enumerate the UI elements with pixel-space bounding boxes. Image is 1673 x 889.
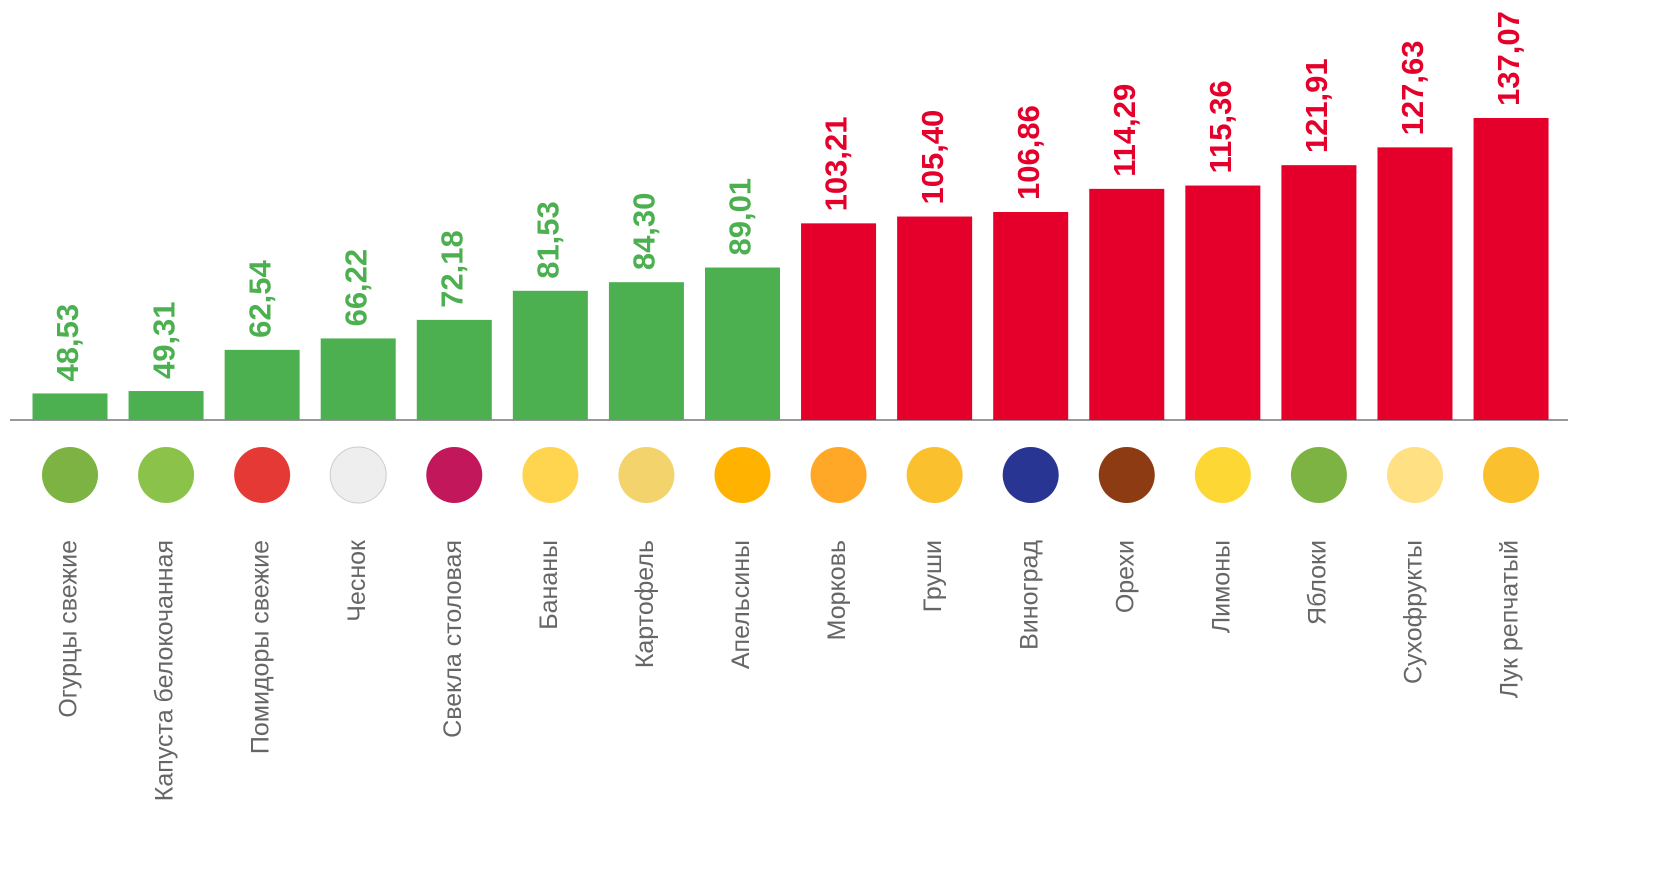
icon <box>1098 447 1155 503</box>
bar <box>224 349 300 420</box>
icon-shape <box>618 447 675 503</box>
bar <box>897 216 973 420</box>
icon <box>426 447 483 503</box>
icon-shape <box>1290 447 1347 503</box>
bar <box>1089 188 1165 420</box>
value-label: 84,30 <box>627 193 662 271</box>
icon-shape <box>1098 447 1155 503</box>
value-label: 114,29 <box>1107 84 1142 177</box>
value-label: 81,53 <box>531 201 566 279</box>
icon <box>138 447 195 503</box>
bar <box>128 391 204 420</box>
icon-shape <box>42 447 98 503</box>
icon <box>1002 447 1059 503</box>
x-tick-label: Лук репчатый <box>1496 540 1524 698</box>
bar <box>1185 185 1261 420</box>
icon <box>234 447 291 503</box>
value-label: 121,91 <box>1299 58 1334 153</box>
x-tick-label: Орехи <box>1111 540 1139 613</box>
value-label: 106,86 <box>1011 105 1046 200</box>
x-tick-label: Яблоки <box>1304 540 1332 625</box>
x-tick-label: Сухофрукты <box>1400 540 1428 684</box>
icon <box>1290 447 1347 503</box>
icon-shape <box>522 447 579 503</box>
icon-shape <box>906 447 963 503</box>
value-label: 137,07 <box>1491 11 1526 106</box>
bar <box>512 290 588 420</box>
icon-shape <box>426 447 483 503</box>
icon <box>714 447 771 503</box>
value-label: 103,21 <box>819 117 854 212</box>
x-tick-label: Картофель <box>631 540 659 668</box>
icon <box>522 447 579 503</box>
icon <box>810 447 867 503</box>
value-label: 48,53 <box>50 304 85 382</box>
bar <box>1377 147 1453 420</box>
bar <box>320 338 396 420</box>
bar <box>32 393 108 420</box>
icon-shape <box>1002 447 1059 503</box>
bar <box>1281 165 1357 420</box>
bar <box>608 282 684 420</box>
icon-shape <box>1194 447 1251 503</box>
icon-shape <box>1483 447 1540 503</box>
icon <box>1483 447 1540 503</box>
value-label: 72,18 <box>434 230 469 308</box>
x-tick-label: Чеснок <box>343 539 371 622</box>
bar <box>993 211 1069 420</box>
icon <box>329 446 387 504</box>
bar <box>801 223 877 420</box>
x-tick-label: Огурцы свежие <box>55 540 83 718</box>
value-label: 105,40 <box>915 110 950 205</box>
icon-shape <box>1386 447 1443 503</box>
value-label: 66,22 <box>338 249 373 327</box>
icon <box>1386 447 1443 503</box>
icon <box>906 447 963 503</box>
bar <box>704 267 780 420</box>
icon-shape <box>714 447 771 503</box>
value-label: 127,63 <box>1395 41 1430 136</box>
x-tick-label: Виноград <box>1015 540 1043 650</box>
x-tick-label: Груши <box>919 540 947 612</box>
x-tick-label: Помидоры свежие <box>247 540 275 754</box>
x-tick-label: Лимоны <box>1207 540 1235 633</box>
x-tick-label: Апельсины <box>727 540 755 669</box>
icon-shape <box>234 447 291 503</box>
value-label: 49,31 <box>146 301 181 379</box>
icon <box>618 447 675 503</box>
value-label: 89,01 <box>723 178 758 256</box>
icon-shape <box>138 447 195 503</box>
bar <box>416 319 492 420</box>
icon <box>1194 447 1251 503</box>
bar <box>1473 118 1549 420</box>
value-label: 62,54 <box>242 260 277 338</box>
icon <box>42 447 98 503</box>
icon-shape <box>329 446 387 504</box>
value-label: 115,36 <box>1203 80 1238 173</box>
x-tick-label: Морковь <box>823 540 851 640</box>
x-tick-label: Капуста белокочанная <box>151 540 179 801</box>
x-tick-label: Свекла столовая <box>439 540 467 738</box>
x-tick-label: Бананы <box>535 540 563 630</box>
icon-shape <box>810 447 867 503</box>
